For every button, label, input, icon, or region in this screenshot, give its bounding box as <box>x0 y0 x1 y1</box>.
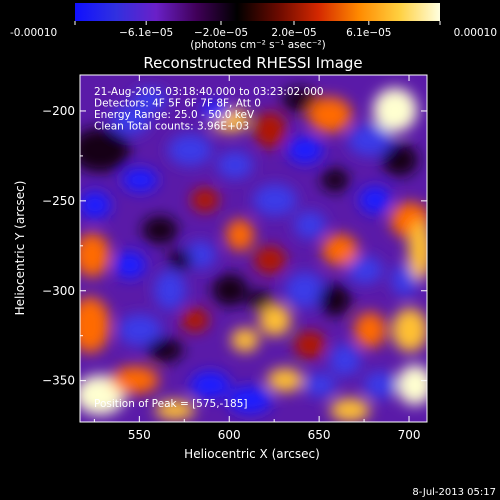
heatmap-blob <box>287 136 323 164</box>
heatmap-blob <box>322 234 358 266</box>
heatmap-blob <box>304 373 336 397</box>
heatmap-blob <box>308 97 352 133</box>
axes: 550 600 650 700 −200 −250 −300 −350 <box>42 75 427 442</box>
colorbar-tick-label: -0.00010 <box>10 27 57 39</box>
heatmap-blob <box>253 184 297 216</box>
x-tick-label: 700 <box>398 428 421 442</box>
heatmap-blob <box>118 314 162 346</box>
colorbar-tick-label: 6.1e−05 <box>346 27 391 39</box>
heatmap-blob <box>201 100 229 120</box>
heatmap-blob <box>190 371 230 399</box>
annotation-line: Clean Total counts: 3.96E+03 <box>94 121 249 133</box>
colorbar-tick-label: 2.0e−05 <box>271 27 316 39</box>
heatmap-blob <box>226 219 254 251</box>
heatmap-blob <box>267 368 303 392</box>
heatmap-blob <box>285 272 325 308</box>
heatmap-blob <box>168 250 192 270</box>
heatmap-blob <box>364 371 396 399</box>
heatmap-blob <box>373 88 417 132</box>
heatmap-blob <box>259 304 291 336</box>
heatmap-blob <box>217 151 253 179</box>
heatmap-blob <box>191 188 219 212</box>
heatmap-blob <box>282 88 318 112</box>
heatmap-blob <box>114 251 146 279</box>
heatmap-blob <box>142 216 178 244</box>
heatmap-area <box>80 75 427 422</box>
plot-frame <box>79 74 428 423</box>
heatmap-blob <box>408 220 427 280</box>
colorbar-tick-label: 0.00010 <box>454 27 497 39</box>
heatmap-blob <box>392 308 427 352</box>
heatmap-blob <box>111 366 159 394</box>
heatmap-blob <box>80 191 111 219</box>
heatmap-blob <box>319 284 351 316</box>
heatmap-blob <box>294 211 326 239</box>
chart-title: Reconstructed RHESSI Image <box>143 54 362 72</box>
annotations: 21-Aug-2005 03:18:40.000 to 03:23:02.000… <box>94 86 324 133</box>
x-tick-label: 550 <box>128 428 151 442</box>
heatmap-blob <box>80 128 130 172</box>
y-tick-label: −250 <box>42 194 75 208</box>
heatmap-blob <box>321 168 349 192</box>
heatmap-blob <box>382 144 418 176</box>
heatmap-blob <box>254 246 286 274</box>
colorbar-units: (photons cm⁻² s⁻¹ asec⁻²) <box>190 39 325 51</box>
heatmap-blob <box>181 308 209 332</box>
colorbar <box>75 3 440 21</box>
annotation-line: Detectors: 4F 5F 6F 7F 8F, Att 0 <box>94 98 261 110</box>
heatmap-blob <box>168 134 212 166</box>
heatmap-blob <box>228 386 272 414</box>
annotation-line: Energy Range: 25.0 - 50.0 keV <box>94 109 255 121</box>
heatmap-blob <box>110 105 150 135</box>
heatmap-blob <box>80 297 110 353</box>
timestamp: 8-Jul-2013 05:17 <box>412 487 496 498</box>
peak-label: Position of Peak = [575,-185] <box>94 398 248 410</box>
x-tick-label: 600 <box>218 428 241 442</box>
y-tick-label: −200 <box>42 104 75 118</box>
heatmap-blob <box>354 312 386 348</box>
heatmap-blob <box>184 241 216 269</box>
heatmap-blob <box>80 233 110 277</box>
heatmap-blob <box>294 331 326 359</box>
y-tick-label: −350 <box>42 374 75 388</box>
heatmap-blob <box>359 186 391 214</box>
heatmap-blob <box>397 365 427 405</box>
heatmap-blob <box>122 168 158 192</box>
heatmap-blob <box>248 290 272 310</box>
heatmap-blob <box>147 338 183 362</box>
heatmap-blob <box>231 328 259 352</box>
colorbar-tick-label: −2.0e−05 <box>194 27 248 39</box>
y-axis-label: Heliocentric Y (arcsec) <box>13 181 27 316</box>
heatmap-blob <box>330 398 370 422</box>
colorbar-ticks: -0.00010 −6.1e−05 −2.0e−05 2.0e−05 6.1e−05 0.… <box>10 21 497 39</box>
heatmap-blob <box>155 400 195 420</box>
heatmap-blob <box>329 344 361 376</box>
x-axis-label: Heliocentric X (arcsec) <box>184 447 320 461</box>
heatmap-blob <box>347 256 383 284</box>
heatmap-blob <box>254 112 286 148</box>
x-tick-label: 650 <box>308 428 331 442</box>
colorbar-tick-label: −6.1e−05 <box>119 27 173 39</box>
annotation-line: 21-Aug-2005 03:18:40.000 to 03:23:02.000 <box>94 86 324 98</box>
y-tick-label: −300 <box>42 284 75 298</box>
heatmap-blob <box>132 88 168 112</box>
heatmap-blob <box>154 270 186 310</box>
heatmap-blob <box>348 124 392 156</box>
heatmap-blob <box>212 274 248 306</box>
